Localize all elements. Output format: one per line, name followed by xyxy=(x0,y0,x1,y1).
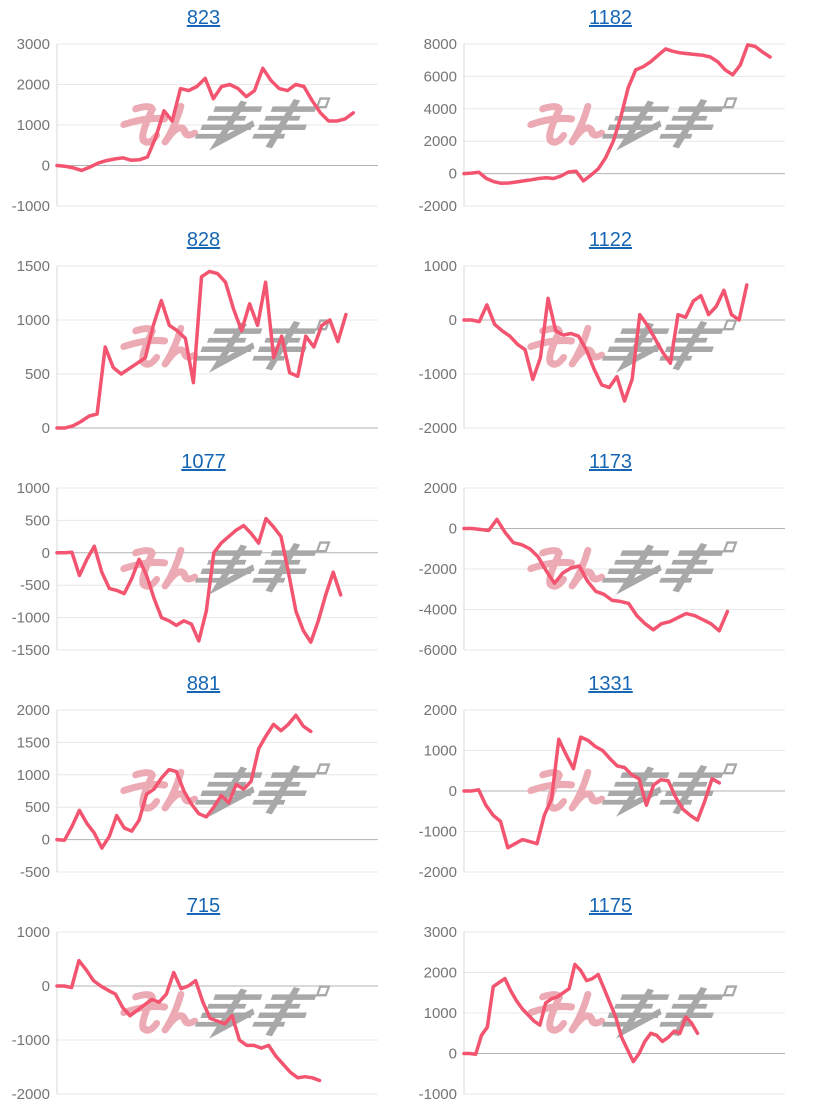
y-tick-label: 0 xyxy=(449,312,457,329)
chart-title-link-881[interactable]: 881 xyxy=(186,673,221,695)
y-tick-label: 0 xyxy=(42,420,50,437)
y-tick-label: 2000 xyxy=(424,702,457,719)
y-tick-label: 1000 xyxy=(17,924,50,941)
y-tick-label: 500 xyxy=(25,512,50,529)
watermark-minrepo-logo xyxy=(122,543,329,589)
y-tick-label: 1000 xyxy=(17,312,50,329)
chart-cell-1182: 1182 8000 6000 4000 2000 0 -2000 xyxy=(407,0,814,222)
chart-cell-828: 828 1500 1000 500 0 xyxy=(0,222,407,444)
y-tick-label: 6000 xyxy=(424,68,457,85)
y-tick-label: 2000 xyxy=(424,133,457,150)
chart-cell-1331: 1331 2000 1000 0 -1000 -2000 xyxy=(407,666,814,888)
line-chart-1331: 2000 1000 0 -1000 -2000 xyxy=(419,702,785,881)
watermark-minrepo-logo xyxy=(529,321,736,367)
watermark-minrepo-logo xyxy=(529,99,736,145)
y-tick-label: -1000 xyxy=(419,366,457,383)
y-tick-label: 1500 xyxy=(17,258,50,275)
y-tick-label: -1000 xyxy=(419,824,457,841)
y-tick-label: 0 xyxy=(449,166,457,183)
y-tick-label: 1000 xyxy=(17,480,50,497)
y-tick-label: 0 xyxy=(449,1046,457,1063)
y-tick-label: 3000 xyxy=(17,36,50,53)
y-tick-label: -2000 xyxy=(419,198,457,215)
chart-title-link-1331[interactable]: 1331 xyxy=(588,673,633,695)
y-tick-label: -1000 xyxy=(12,1032,50,1049)
y-tick-label: -2000 xyxy=(419,561,457,578)
chart-cell-1173: 1173 2000 0 -2000 -4000 -6000 xyxy=(407,444,814,666)
chart-title-link-1173[interactable]: 1173 xyxy=(588,451,632,473)
y-tick-label: 0 xyxy=(449,783,457,800)
y-tick-label: -1500 xyxy=(12,642,50,659)
y-tick-label: -500 xyxy=(20,577,50,594)
y-tick-label: 1500 xyxy=(17,734,50,751)
y-tick-label: 2000 xyxy=(17,702,50,719)
y-tick-label: 1000 xyxy=(424,743,457,760)
y-tick-label: -4000 xyxy=(419,602,457,619)
profit-line-series xyxy=(462,43,772,186)
profit-line-series xyxy=(462,283,749,403)
profit-line-series xyxy=(462,517,730,633)
y-tick-label: 2000 xyxy=(424,480,457,497)
profit-line-series xyxy=(55,958,322,1083)
y-tick-label: 4000 xyxy=(424,101,457,118)
watermark-minrepo-logo xyxy=(122,99,329,145)
y-tick-label: -6000 xyxy=(419,642,457,659)
y-tick-label: 500 xyxy=(25,366,50,383)
chart-cell-881: 881 2000 1500 1000 500 0 -500 xyxy=(0,666,407,888)
chart-title-link-1077[interactable]: 1077 xyxy=(181,451,226,473)
y-tick-label: -500 xyxy=(20,864,50,881)
line-chart-881: 2000 1500 1000 500 0 -500 xyxy=(17,702,378,881)
profit-line-series xyxy=(55,713,313,850)
y-tick-label: 2000 xyxy=(424,965,457,982)
line-chart-1077: 1000 500 0 -500 -1000 -1500 xyxy=(12,480,378,659)
y-tick-label: 0 xyxy=(42,545,50,562)
y-tick-label: 0 xyxy=(449,521,457,538)
y-tick-label: 500 xyxy=(25,799,50,816)
line-chart-823: 3000 2000 1000 0 -1000 xyxy=(12,36,378,215)
y-tick-label: -1000 xyxy=(12,610,50,627)
y-tick-label: -2000 xyxy=(12,1086,50,1103)
line-chart-1122: 1000 0 -1000 -2000 xyxy=(419,258,785,437)
y-tick-label: 8000 xyxy=(424,36,457,53)
chart-cell-1175: 1175 3000 2000 1000 0 -1000 xyxy=(407,888,814,1110)
chart-title-link-1175[interactable]: 1175 xyxy=(588,895,632,917)
y-tick-label: -1000 xyxy=(12,198,50,215)
chart-cell-1122: 1122 1000 0 -1000 -2000 xyxy=(407,222,814,444)
profit-line-series xyxy=(462,962,700,1064)
profit-line-series xyxy=(55,66,356,173)
chart-title-link-823[interactable]: 823 xyxy=(186,7,221,29)
watermark-minrepo-logo xyxy=(529,543,736,589)
chart-cell-715: 715 1000 0 -1000 -2000 xyxy=(0,888,407,1110)
chart-title-link-715[interactable]: 715 xyxy=(186,895,221,917)
y-tick-label: 1000 xyxy=(17,767,50,784)
y-tick-label: 0 xyxy=(42,978,50,995)
y-tick-label: 2000 xyxy=(17,77,50,94)
y-tick-label: -2000 xyxy=(419,864,457,881)
line-chart-1175: 3000 2000 1000 0 -1000 xyxy=(419,924,785,1103)
y-tick-label: 0 xyxy=(42,832,50,849)
line-chart-715: 1000 0 -1000 -2000 xyxy=(12,924,378,1103)
profit-line-series xyxy=(55,269,348,430)
chart-title-link-828[interactable]: 828 xyxy=(186,229,221,251)
y-tick-label: 1000 xyxy=(424,1005,457,1022)
chart-title-link-1122[interactable]: 1122 xyxy=(588,229,632,251)
line-chart-828: 1500 1000 500 0 xyxy=(17,258,378,437)
line-chart-1173: 2000 0 -2000 -4000 -6000 xyxy=(419,480,785,659)
chart-title-link-1182[interactable]: 1182 xyxy=(588,7,632,29)
line-chart-1182: 8000 6000 4000 2000 0 -2000 xyxy=(419,36,785,215)
y-tick-label: 1000 xyxy=(424,258,457,275)
y-tick-label: -2000 xyxy=(419,420,457,437)
profit-line-series xyxy=(55,516,343,644)
chart-cell-823: 823 3000 2000 1000 0 -1000 xyxy=(0,0,407,222)
y-tick-label: 0 xyxy=(42,158,50,175)
y-tick-label: 1000 xyxy=(17,117,50,134)
y-tick-label: -1000 xyxy=(419,1086,457,1103)
chart-cell-1077: 1077 1000 500 0 -500 -1000 -1500 xyxy=(0,444,407,666)
y-tick-label: 3000 xyxy=(424,924,457,941)
profit-line-series xyxy=(462,735,722,850)
